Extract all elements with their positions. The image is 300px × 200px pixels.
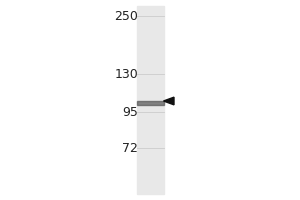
- Bar: [136, 101, 164, 105]
- Text: 250: 250: [114, 9, 138, 22]
- Text: 95: 95: [122, 106, 138, 118]
- Text: 72: 72: [122, 142, 138, 154]
- Bar: [136, 6, 164, 194]
- Polygon shape: [164, 97, 174, 105]
- Text: 130: 130: [114, 68, 138, 80]
